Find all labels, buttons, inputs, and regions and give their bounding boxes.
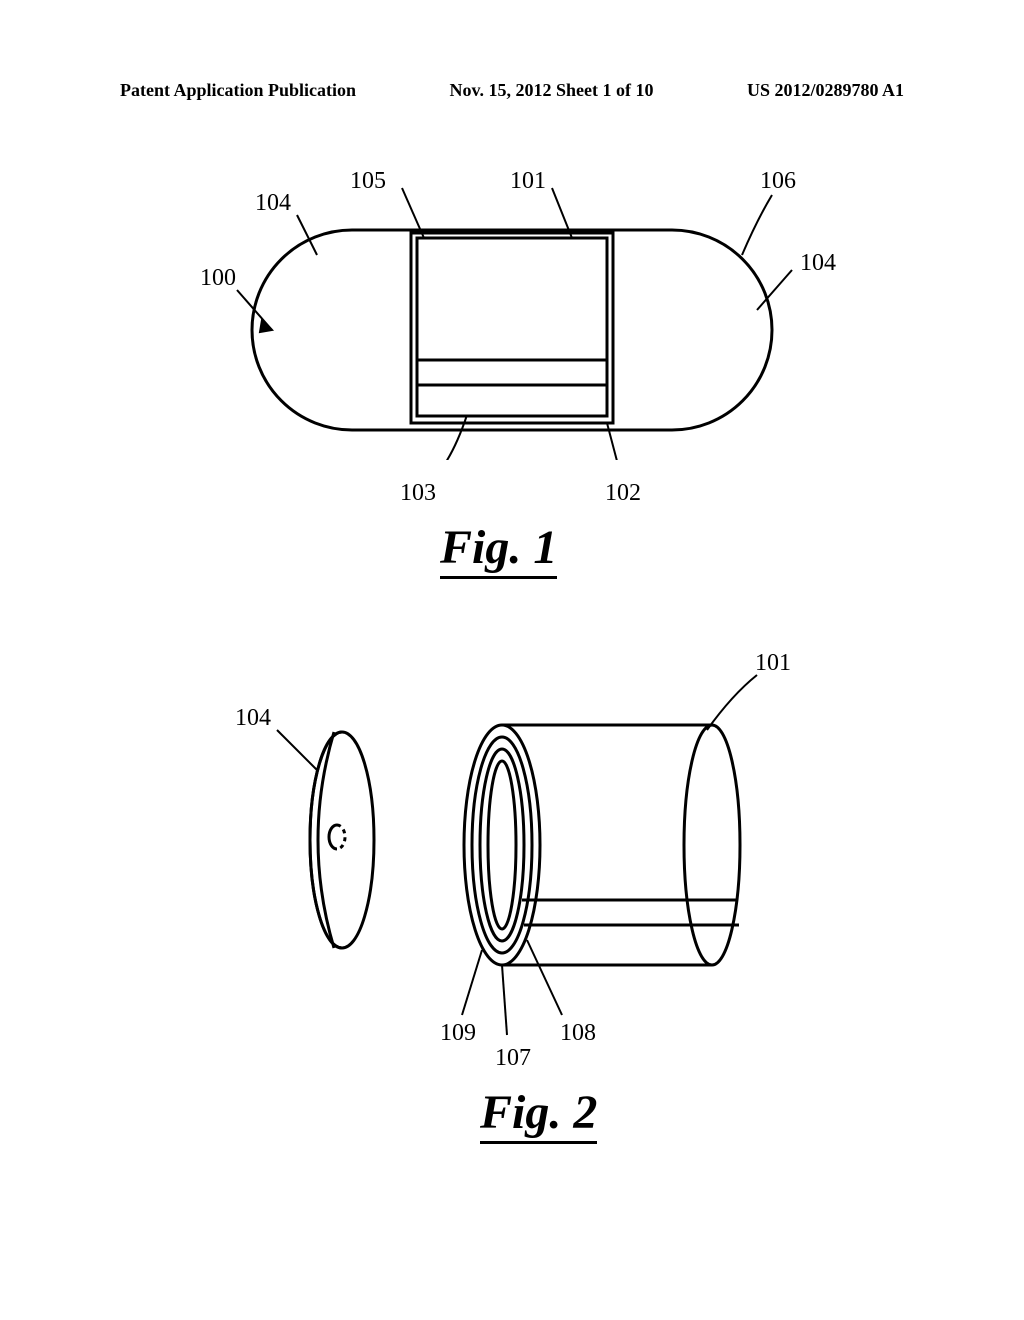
ref-101-top: 101 [510, 168, 546, 195]
header-right: US 2012/0289780 A1 [747, 80, 904, 101]
ref-109: 109 [440, 1020, 476, 1047]
ref-104-fig2: 104 [235, 705, 271, 732]
figure-2-caption: Fig. 2 [480, 1085, 597, 1140]
ref-101-fig2: 101 [755, 650, 791, 677]
ref-107: 107 [495, 1045, 531, 1072]
page-header: Patent Application Publication Nov. 15, … [0, 80, 1024, 101]
ref-103: 103 [400, 480, 436, 507]
ref-108: 108 [560, 1020, 596, 1047]
figure-1: 105 101 106 104 104 100 103 102 Fig. 1 [0, 160, 1024, 580]
ref-102: 102 [605, 480, 641, 507]
ref-104-left: 104 [255, 190, 291, 217]
header-center: Nov. 15, 2012 Sheet 1 of 10 [450, 80, 654, 101]
figure-2: 101 104 109 107 108 Fig. 2 [0, 650, 1024, 1190]
figure-1-caption: Fig. 1 [440, 520, 557, 575]
figure-2-drawing [202, 650, 822, 1070]
header-left: Patent Application Publication [120, 80, 356, 101]
ref-105: 105 [350, 168, 386, 195]
ref-106: 106 [760, 168, 796, 195]
ref-100: 100 [200, 265, 236, 292]
figure-1-drawing [202, 160, 822, 460]
ref-104-right: 104 [800, 250, 836, 277]
